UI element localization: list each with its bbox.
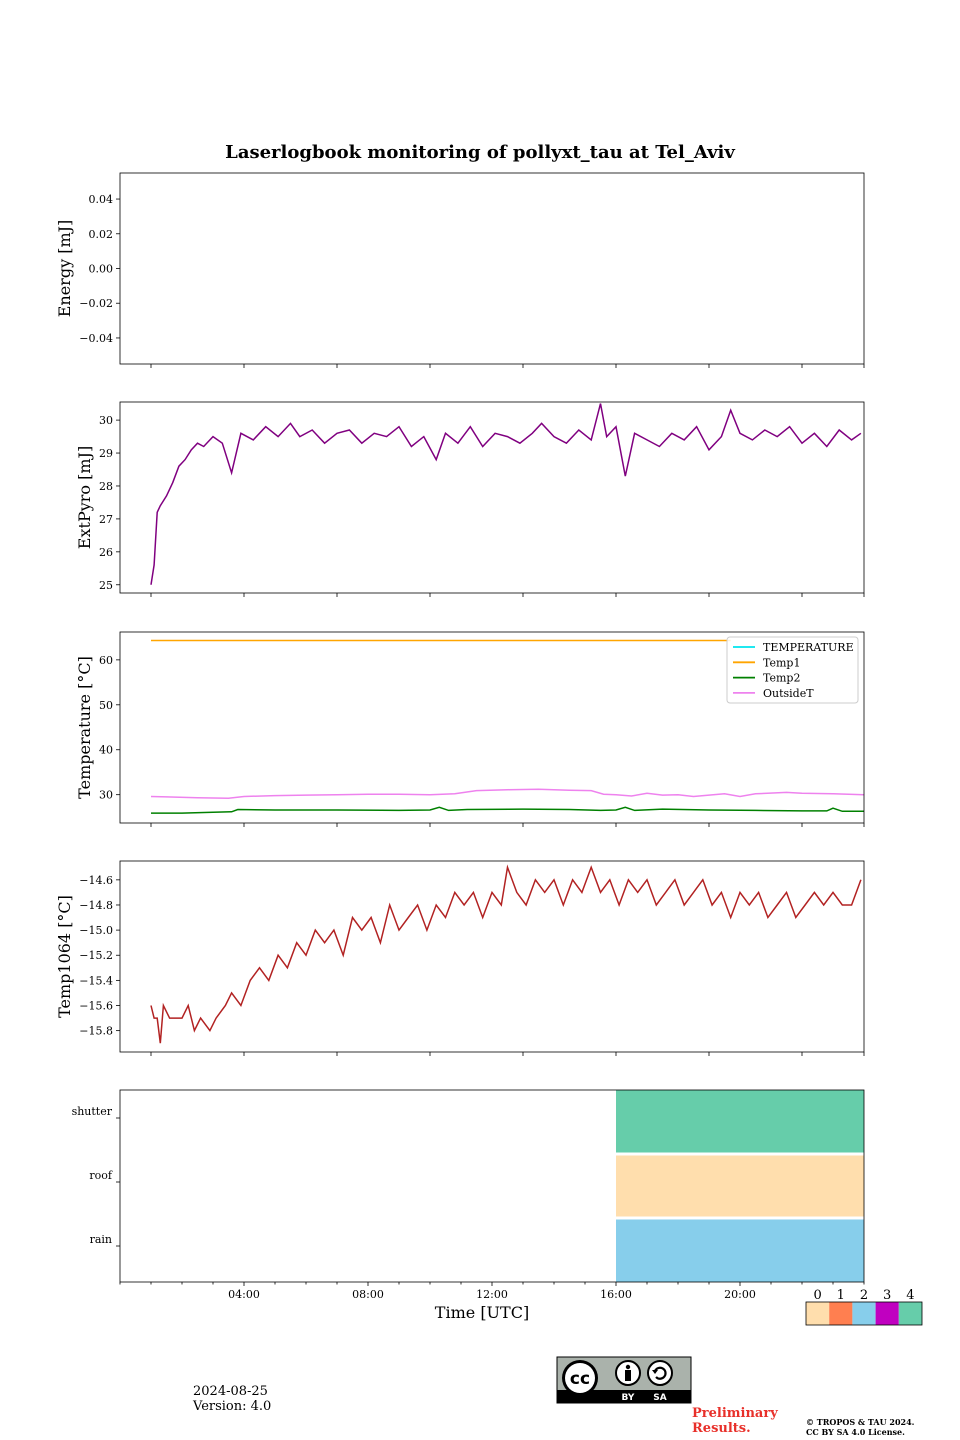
y-tick-label: 40	[99, 744, 113, 757]
y-tick-label: 60	[99, 654, 113, 667]
sa-share-icon	[647, 1360, 673, 1386]
y-axis-label: Temp1064 [°C]	[55, 895, 74, 1018]
sa-arrow-head	[652, 1370, 658, 1374]
y-tick-label: 30	[99, 414, 113, 427]
copyright-line-1: © TROPOS & TAU 2024.	[806, 1417, 915, 1427]
y-axis-label: Temperature [°C]	[75, 656, 94, 799]
y-tick-label: 50	[99, 699, 113, 712]
x-tick-label: 04:00	[228, 1288, 260, 1301]
series-line-4	[150, 864, 862, 1044]
y-axis-label: Energy [mJ]	[55, 220, 74, 318]
y-tick-label: 0.04	[89, 193, 114, 206]
legend-entry: Temp2	[763, 672, 800, 685]
x-tick-label: 16:00	[600, 1288, 632, 1301]
series-line-2	[150, 403, 862, 585]
y-tick-label: 25	[99, 579, 113, 592]
y-tick-label: −15.0	[79, 924, 113, 937]
colorbar-label: 4	[906, 1288, 914, 1303]
y-tick-label: −0.04	[79, 332, 113, 345]
y-tick-label: 26	[99, 546, 113, 559]
panel-5: shutter roof rain 04:00 08:00 12:00 16:00 20:00…	[72, 1089, 923, 1326]
plot-frame	[119, 172, 865, 365]
row-label-roof: roof	[89, 1169, 113, 1182]
legend-entry: OutsideT	[763, 687, 814, 700]
colorbar-label: 1	[837, 1288, 845, 1303]
y-tick-label: 28	[99, 480, 113, 493]
by-person-body	[625, 1370, 631, 1381]
y-tick-label: −15.8	[79, 1025, 113, 1038]
panel-1: 0.04 0.02 0.00 −0.02 −0.04 Energy [mJ]	[55, 172, 865, 368]
figure-title: Laserlogbook monitoring of pollyxt_tau a…	[225, 142, 735, 163]
y-tick-label: −15.4	[79, 974, 113, 987]
status-segment-shutter	[616, 1090, 864, 1153]
y-tick-label: 0.02	[89, 228, 114, 241]
colorbar-label: 2	[860, 1288, 868, 1303]
x-tick-label: 12:00	[476, 1288, 508, 1301]
y-tick-label: −14.6	[79, 874, 113, 887]
y-tick-label: −14.8	[79, 899, 113, 912]
legend-box	[726, 636, 859, 704]
row-label-rain: rain	[90, 1233, 112, 1246]
copyright-line-2: CC BY SA 4.0 License.	[806, 1427, 905, 1437]
row-label-shutter: shutter	[72, 1105, 113, 1118]
status-segment-rain	[616, 1219, 864, 1282]
y-tick-label: −15.2	[79, 949, 113, 962]
y-axis-label: ExtPyro [mJ]	[75, 446, 94, 549]
colorbar-label: 0	[813, 1288, 821, 1303]
copyright-note: © TROPOS & TAU 2024. CC BY SA 4.0 Licens…	[806, 1417, 914, 1437]
plot-frame	[119, 401, 865, 594]
x-tick-label: 08:00	[352, 1288, 384, 1301]
colorbar-cell	[852, 1302, 876, 1325]
colorbar-cell	[829, 1302, 853, 1325]
panel-4: −14.6 −14.8 −15.0 −15.2 −15.4 −15.6 −15.8 Temp1…	[55, 860, 865, 1056]
cc-circle-inner	[565, 1363, 595, 1393]
colorbar-cell	[875, 1302, 899, 1325]
sa-arrow	[653, 1366, 667, 1380]
colorbar-label: 3	[883, 1288, 891, 1303]
badge-label-by: BY	[622, 1393, 635, 1403]
x-tick-label: 20:00	[724, 1288, 756, 1301]
x-axis-label: Time [UTC]	[435, 1303, 529, 1322]
legend: TEMPERATURE Temp1 Temp2 OutsideT	[726, 636, 859, 704]
footer-date: 2024-08-25	[193, 1384, 268, 1399]
badge-label-sa: SA	[653, 1393, 666, 1403]
status-segment-roof	[616, 1155, 864, 1217]
colorbar-frame	[805, 1301, 923, 1326]
panel-3: 30 40 50 60 Temperature [°C] TEMPERATURE Temp1…	[75, 631, 865, 827]
plot-frame	[119, 631, 865, 824]
series-line-temp2	[151, 806, 864, 814]
panel-2: 25 26 27 28 29 30 ExtPyro [mJ]	[75, 401, 865, 597]
colorbar-cell	[898, 1302, 922, 1325]
footer-version: Version: 4.0	[193, 1399, 272, 1414]
plot-frame	[119, 860, 865, 1053]
y-tick-label: 29	[99, 447, 113, 460]
y-tick-label: 27	[99, 513, 113, 526]
y-tick-label: 30	[99, 789, 113, 802]
y-tick-label: −0.02	[79, 297, 113, 310]
cc-by-sa-icon: cc BY SA	[556, 1356, 692, 1404]
preliminary-line-2: Results.	[692, 1421, 751, 1436]
by-person-head	[625, 1364, 631, 1370]
badge-footer	[557, 1390, 691, 1403]
series-line-outsidet	[150, 788, 864, 800]
cc-glyph: cc	[570, 1369, 590, 1389]
preliminary-line-1: Preliminary	[692, 1406, 778, 1421]
footer-date-version: 2024-08-25 Version: 4.0	[193, 1384, 271, 1414]
y-tick-label: 0.00	[89, 263, 114, 276]
legend-entry: Temp1	[763, 656, 800, 669]
colorbar-cell	[806, 1302, 830, 1325]
preliminary-note: Preliminary Results.	[692, 1406, 778, 1436]
legend-entry: TEMPERATURE	[763, 641, 854, 654]
y-tick-label: −15.6	[79, 1000, 113, 1013]
